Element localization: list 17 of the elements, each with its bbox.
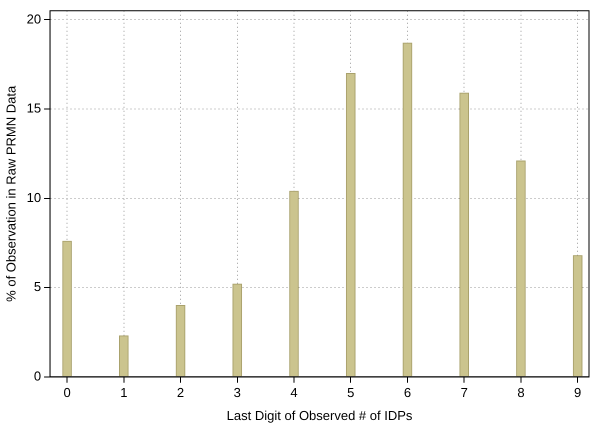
x-tick-label: 4 xyxy=(290,385,298,400)
y-tick-label: 0 xyxy=(34,368,42,384)
x-tick-label: 6 xyxy=(404,385,412,400)
y-axis-title: % of Observation in Raw PRMN Data xyxy=(3,85,18,302)
x-tick-label: 3 xyxy=(234,385,241,400)
y-tick-label: 15 xyxy=(26,100,42,116)
x-tick-label: 9 xyxy=(574,385,582,400)
x-axis-title: Last Digit of Observed # of IDPs xyxy=(226,408,413,423)
x-tick-label: 0 xyxy=(63,385,71,400)
x-tick-label: 7 xyxy=(460,385,468,400)
y-tick-label: 20 xyxy=(26,11,42,26)
y-tick-label: 5 xyxy=(34,279,42,294)
y-tick-label: 10 xyxy=(26,190,42,205)
x-tick-label: 8 xyxy=(517,385,525,400)
x-tick-label: 5 xyxy=(347,385,354,400)
x-tick-label: 2 xyxy=(176,385,184,400)
x-tick-label: 1 xyxy=(120,385,128,400)
